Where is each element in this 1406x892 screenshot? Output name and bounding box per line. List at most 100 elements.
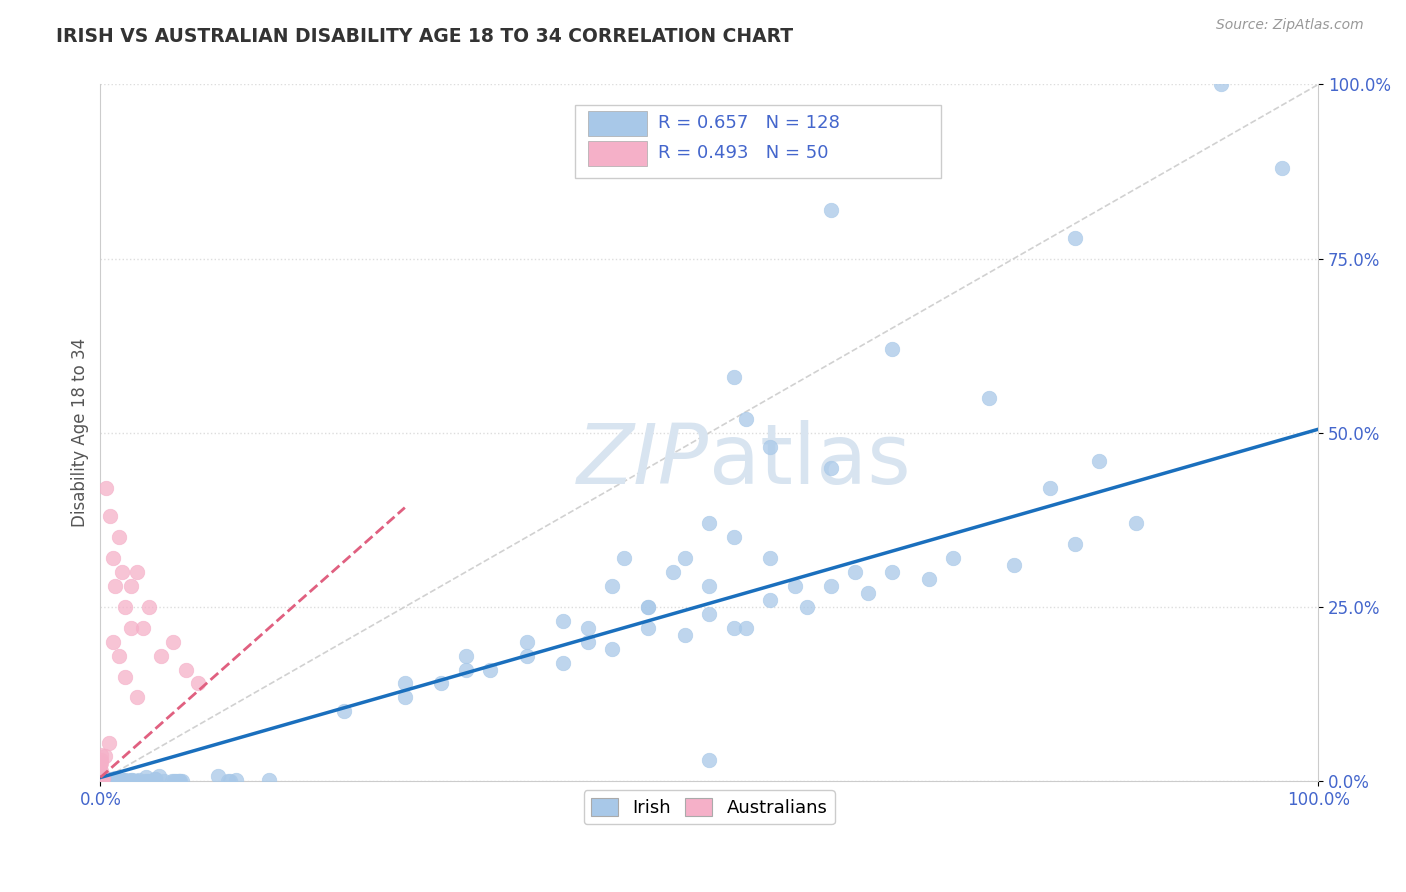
- Point: [160, 774, 183, 789]
- Point: [114, 774, 136, 789]
- Point: [979, 391, 1001, 405]
- Point: [104, 773, 127, 788]
- Point: [90, 774, 112, 789]
- Point: [145, 772, 167, 787]
- Point: [91, 769, 114, 783]
- Point: [516, 634, 538, 648]
- Point: [97, 773, 120, 788]
- Point: [600, 579, 623, 593]
- Point: [783, 579, 806, 593]
- Point: [98, 774, 121, 789]
- Point: [91, 774, 114, 789]
- Text: R = 0.493   N = 50: R = 0.493 N = 50: [658, 144, 828, 161]
- Point: [98, 774, 121, 789]
- Text: ZIP: ZIP: [578, 420, 709, 501]
- Point: [917, 572, 939, 586]
- Point: [723, 370, 745, 384]
- Point: [97, 736, 120, 750]
- Point: [91, 773, 114, 788]
- Point: [90, 774, 112, 789]
- Point: [820, 202, 842, 217]
- Point: [89, 771, 111, 785]
- Point: [174, 663, 197, 677]
- Point: [120, 774, 142, 789]
- Point: [89, 767, 111, 781]
- Point: [1063, 230, 1085, 244]
- Point: [91, 774, 114, 789]
- Point: [90, 754, 112, 768]
- Point: [148, 769, 170, 783]
- Point: [207, 769, 229, 783]
- Point: [169, 773, 191, 788]
- Point: [96, 774, 118, 789]
- Point: [98, 772, 121, 786]
- FancyBboxPatch shape: [575, 105, 941, 178]
- FancyBboxPatch shape: [588, 111, 647, 136]
- Point: [90, 774, 112, 789]
- Point: [114, 599, 136, 614]
- Point: [673, 551, 696, 566]
- Text: R = 0.657   N = 128: R = 0.657 N = 128: [658, 114, 839, 132]
- Point: [90, 774, 112, 789]
- Point: [97, 773, 120, 788]
- Point: [1271, 161, 1294, 175]
- Point: [94, 748, 117, 763]
- Point: [225, 772, 247, 787]
- Point: [135, 773, 157, 788]
- Point: [880, 342, 903, 356]
- Point: [93, 772, 115, 787]
- Point: [163, 774, 186, 789]
- Point: [697, 516, 720, 531]
- Text: IRISH VS AUSTRALIAN DISABILITY AGE 18 TO 34 CORRELATION CHART: IRISH VS AUSTRALIAN DISABILITY AGE 18 TO…: [56, 27, 793, 45]
- Point: [637, 621, 659, 635]
- Point: [124, 774, 146, 789]
- Point: [394, 676, 416, 690]
- Point: [90, 773, 112, 788]
- Point: [150, 648, 173, 663]
- Point: [169, 774, 191, 789]
- Point: [114, 774, 136, 789]
- Point: [98, 774, 121, 789]
- Point: [91, 773, 114, 788]
- Point: [125, 773, 148, 788]
- Point: [101, 634, 124, 648]
- Point: [91, 771, 114, 785]
- Point: [117, 774, 139, 789]
- Point: [734, 621, 756, 635]
- Point: [91, 774, 114, 789]
- Point: [93, 773, 115, 788]
- Point: [101, 772, 124, 787]
- Point: [172, 773, 194, 788]
- Point: [165, 774, 187, 789]
- Point: [152, 773, 174, 788]
- Point: [96, 773, 118, 788]
- Point: [89, 772, 111, 786]
- Point: [89, 757, 111, 772]
- Point: [125, 565, 148, 579]
- Point: [89, 773, 111, 788]
- Point: [89, 773, 111, 788]
- Point: [89, 774, 111, 789]
- Point: [553, 656, 575, 670]
- Point: [217, 773, 239, 788]
- Point: [136, 773, 159, 788]
- Point: [613, 551, 636, 566]
- Point: [430, 676, 453, 690]
- Point: [516, 648, 538, 663]
- Point: [1088, 453, 1111, 467]
- Point: [101, 772, 124, 786]
- Point: [91, 774, 114, 789]
- Point: [759, 551, 782, 566]
- FancyBboxPatch shape: [588, 141, 647, 166]
- Point: [553, 614, 575, 628]
- Point: [89, 764, 111, 778]
- Point: [673, 628, 696, 642]
- Point: [98, 509, 121, 524]
- Point: [104, 773, 127, 788]
- Point: [98, 773, 121, 788]
- Point: [93, 774, 115, 789]
- Point: [120, 621, 142, 635]
- Point: [117, 774, 139, 789]
- Point: [759, 440, 782, 454]
- Point: [90, 774, 112, 789]
